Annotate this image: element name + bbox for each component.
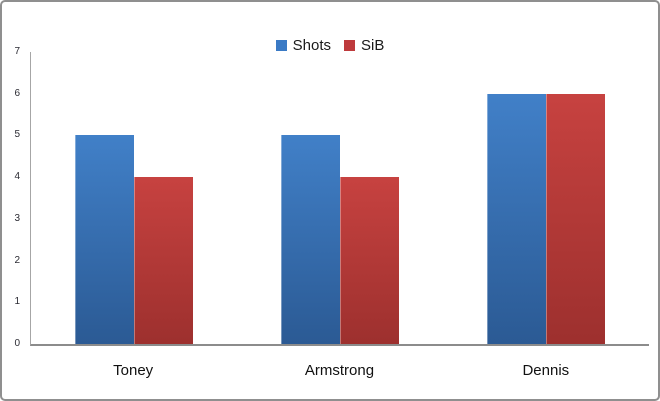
x-axis-label-dennis: Dennis xyxy=(522,362,570,379)
y-tick-label-3: 3 xyxy=(14,212,20,224)
bar-shots-toney xyxy=(75,135,134,344)
x-axis: Toney Armstrong Dennis xyxy=(30,362,649,380)
legend-swatch-icon xyxy=(344,40,355,51)
x-axis-label-toney: Toney xyxy=(113,362,154,379)
bar-sib-toney xyxy=(134,177,193,344)
bar-sib-dennis xyxy=(546,93,605,344)
y-tick-label-5: 5 xyxy=(14,129,20,141)
bar-shots-dennis xyxy=(487,93,546,344)
legend-item-shots: Shots xyxy=(275,37,331,54)
legend-swatch-icon xyxy=(275,40,287,51)
y-tick-label-0: 0 xyxy=(14,338,20,349)
bar-shots-armstrong xyxy=(281,135,340,344)
legend: Shots SiB xyxy=(2,38,658,53)
plot-bars xyxy=(31,52,649,344)
bar-group-dennis xyxy=(443,52,649,344)
bar-group-armstrong xyxy=(237,52,443,344)
plot-area: 0 1 2 3 4 5 6 7 xyxy=(14,47,649,349)
legend-item-sib: SiB xyxy=(344,38,384,53)
y-tick-label-7: 7 xyxy=(14,46,20,57)
y-tick-label-6: 6 xyxy=(14,87,20,99)
legend-label: Shots xyxy=(292,37,331,54)
y-tick-label-1: 1 xyxy=(14,296,20,308)
y-tick-label-4: 4 xyxy=(14,171,20,183)
bar-sib-armstrong xyxy=(340,177,399,344)
bar-group-toney xyxy=(31,52,237,344)
y-tick-label-2: 2 xyxy=(14,254,20,266)
legend-label: SiB xyxy=(361,37,385,54)
x-axis-label-armstrong: Armstrong xyxy=(304,362,375,379)
